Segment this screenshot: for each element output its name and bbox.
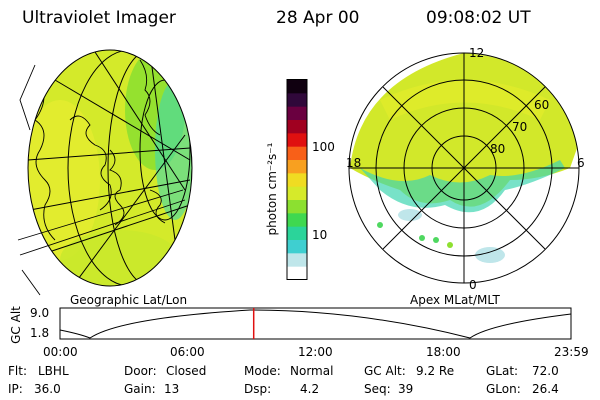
mlt-label-0: 0 xyxy=(469,278,477,292)
colorbar-tick-100: 100 xyxy=(312,140,335,154)
colorbar-segment xyxy=(287,252,307,267)
colorbar-segment xyxy=(287,212,307,227)
gain-label: Gain: xyxy=(124,382,156,396)
gcalt-label: GC Alt: xyxy=(364,364,406,378)
colorbar-segment xyxy=(287,146,307,160)
left-panel-label: Geographic Lat/Lon xyxy=(70,293,188,307)
altitude-xtick-2359: 23:59 xyxy=(554,345,589,359)
gcalt-value: 9.2 Re xyxy=(416,364,455,378)
instrument-title: Ultraviolet Imager xyxy=(22,8,176,28)
colorbar-segment xyxy=(287,266,307,280)
altitude-ylabel: GC Alt xyxy=(9,306,23,344)
seq-value: 39 xyxy=(398,382,414,396)
colorbar-segment xyxy=(287,119,307,134)
glat-value: 72.0 xyxy=(532,364,559,378)
altitude-ytick-low: 1.8 xyxy=(30,326,50,340)
colorbar xyxy=(286,79,308,280)
mode-value: Normal xyxy=(290,364,334,378)
flt-label: Flt: xyxy=(8,364,27,378)
observation-date: 28 Apr 00 xyxy=(276,8,360,28)
colorbar-segment xyxy=(287,132,307,147)
gain-value: 13 xyxy=(164,382,180,396)
glon-value: 26.4 xyxy=(532,382,559,396)
colorbar-segment xyxy=(287,106,307,120)
glon-label: GLon: xyxy=(486,382,521,396)
polar-plot xyxy=(348,52,580,284)
colorbar-segment xyxy=(287,186,307,200)
glat-label: GLat: xyxy=(486,364,519,378)
colorbar-segment xyxy=(287,92,307,107)
right-panel-label: Apex MLat/MLT xyxy=(410,293,500,307)
colorbar-segment xyxy=(287,239,307,254)
observation-time: 09:08:02 UT xyxy=(426,8,531,28)
ip-value: 36.0 xyxy=(34,382,61,396)
ip-label: IP: xyxy=(8,382,23,396)
colorbar-segment xyxy=(287,172,307,187)
dsp-value: 4.2 xyxy=(300,382,320,396)
altitude-xtick-1200: 12:00 xyxy=(298,345,333,359)
altitude-xtick-0000: 00:00 xyxy=(43,345,78,359)
colorbar-border xyxy=(286,79,308,280)
altitude-ytick-high: 9.0 xyxy=(30,306,50,320)
mlt-label-6: 6 xyxy=(577,156,585,170)
mlat-label-60: 60 xyxy=(534,98,550,112)
colorbar-segment xyxy=(287,199,307,214)
colorbar-unit-label: photon cm⁻²s⁻¹ xyxy=(265,142,279,236)
flt-value: LBHL xyxy=(38,364,69,378)
dsp-label: Dsp: xyxy=(244,382,272,396)
colorbar-segment xyxy=(287,226,307,240)
mlt-label-18: 18 xyxy=(346,156,362,170)
door-value: Closed xyxy=(166,364,207,378)
colorbar-segment xyxy=(287,159,307,174)
mlat-label-80: 80 xyxy=(490,142,506,156)
mode-label: Mode: xyxy=(244,364,281,378)
geographic-image xyxy=(17,49,193,296)
door-label: Door: xyxy=(124,364,157,378)
mlt-label-12: 12 xyxy=(469,46,485,60)
seq-label: Seq: xyxy=(364,382,391,396)
colorbar-tick-10: 10 xyxy=(312,228,328,242)
mlat-label-70: 70 xyxy=(512,120,528,134)
colorbar-segment xyxy=(287,79,307,94)
altitude-xtick-1800: 18:00 xyxy=(426,345,461,359)
altitude-plot xyxy=(59,307,572,340)
altitude-xtick-0600: 06:00 xyxy=(170,345,205,359)
